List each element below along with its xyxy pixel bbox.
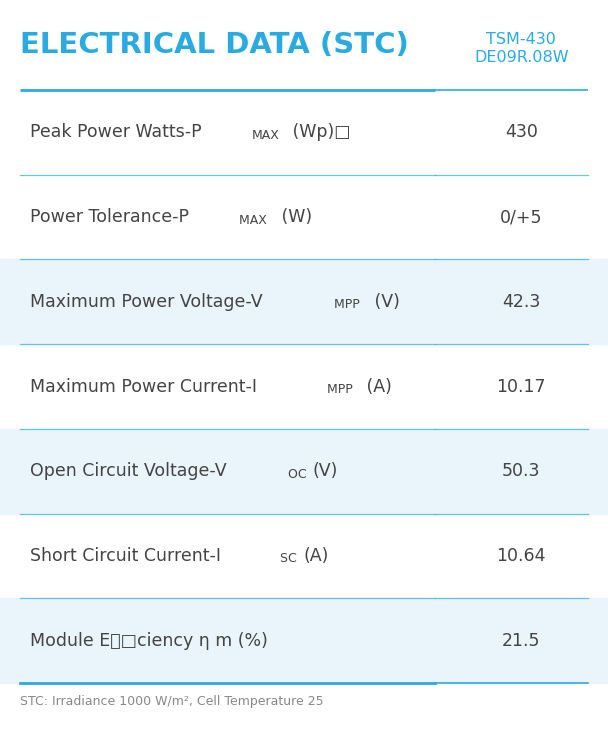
Text: Maximum Power Current-I: Maximum Power Current-I <box>30 377 257 396</box>
Text: 430: 430 <box>505 123 538 142</box>
Text: 10.64: 10.64 <box>497 547 546 565</box>
Text: 21.5: 21.5 <box>502 632 541 650</box>
Text: (A): (A) <box>303 547 328 565</box>
Text: Maximum Power Voltage-V: Maximum Power Voltage-V <box>30 293 263 310</box>
Text: TSM-430: TSM-430 <box>486 32 556 46</box>
Text: Peak Power Watts-P: Peak Power Watts-P <box>30 123 202 142</box>
Text: (Wp)□: (Wp)□ <box>288 123 351 142</box>
Text: ELECTRICAL DATA (STC): ELECTRICAL DATA (STC) <box>20 31 409 59</box>
Text: 50.3: 50.3 <box>502 462 541 480</box>
Text: Power Tolerance-P: Power Tolerance-P <box>30 208 189 226</box>
Text: DE09R.08W: DE09R.08W <box>474 49 568 65</box>
Text: STC: Irradiance 1000 W/m², Cell Temperature 25: STC: Irradiance 1000 W/m², Cell Temperat… <box>20 695 323 708</box>
Text: Open Circuit Voltage-V: Open Circuit Voltage-V <box>30 462 227 480</box>
Text: Module E翼□ciency η m (%): Module E翼□ciency η m (%) <box>30 632 268 650</box>
Bar <box>0 259 608 344</box>
Text: 0/+5: 0/+5 <box>500 208 542 226</box>
Text: MPP: MPP <box>330 298 360 311</box>
Text: (W): (W) <box>276 208 313 226</box>
Text: SC: SC <box>277 553 297 565</box>
Text: Short Circuit Current-I: Short Circuit Current-I <box>30 547 221 565</box>
Text: (V): (V) <box>368 293 399 310</box>
Text: MPP: MPP <box>323 383 353 396</box>
Text: MAX: MAX <box>235 214 267 227</box>
Text: OC: OC <box>284 468 306 481</box>
Text: 10.17: 10.17 <box>497 377 546 396</box>
Text: (V): (V) <box>313 462 338 480</box>
Bar <box>0 429 608 514</box>
Text: MAX: MAX <box>252 129 279 142</box>
Text: 42.3: 42.3 <box>502 293 541 310</box>
Text: (A): (A) <box>361 377 392 396</box>
Bar <box>0 598 608 683</box>
